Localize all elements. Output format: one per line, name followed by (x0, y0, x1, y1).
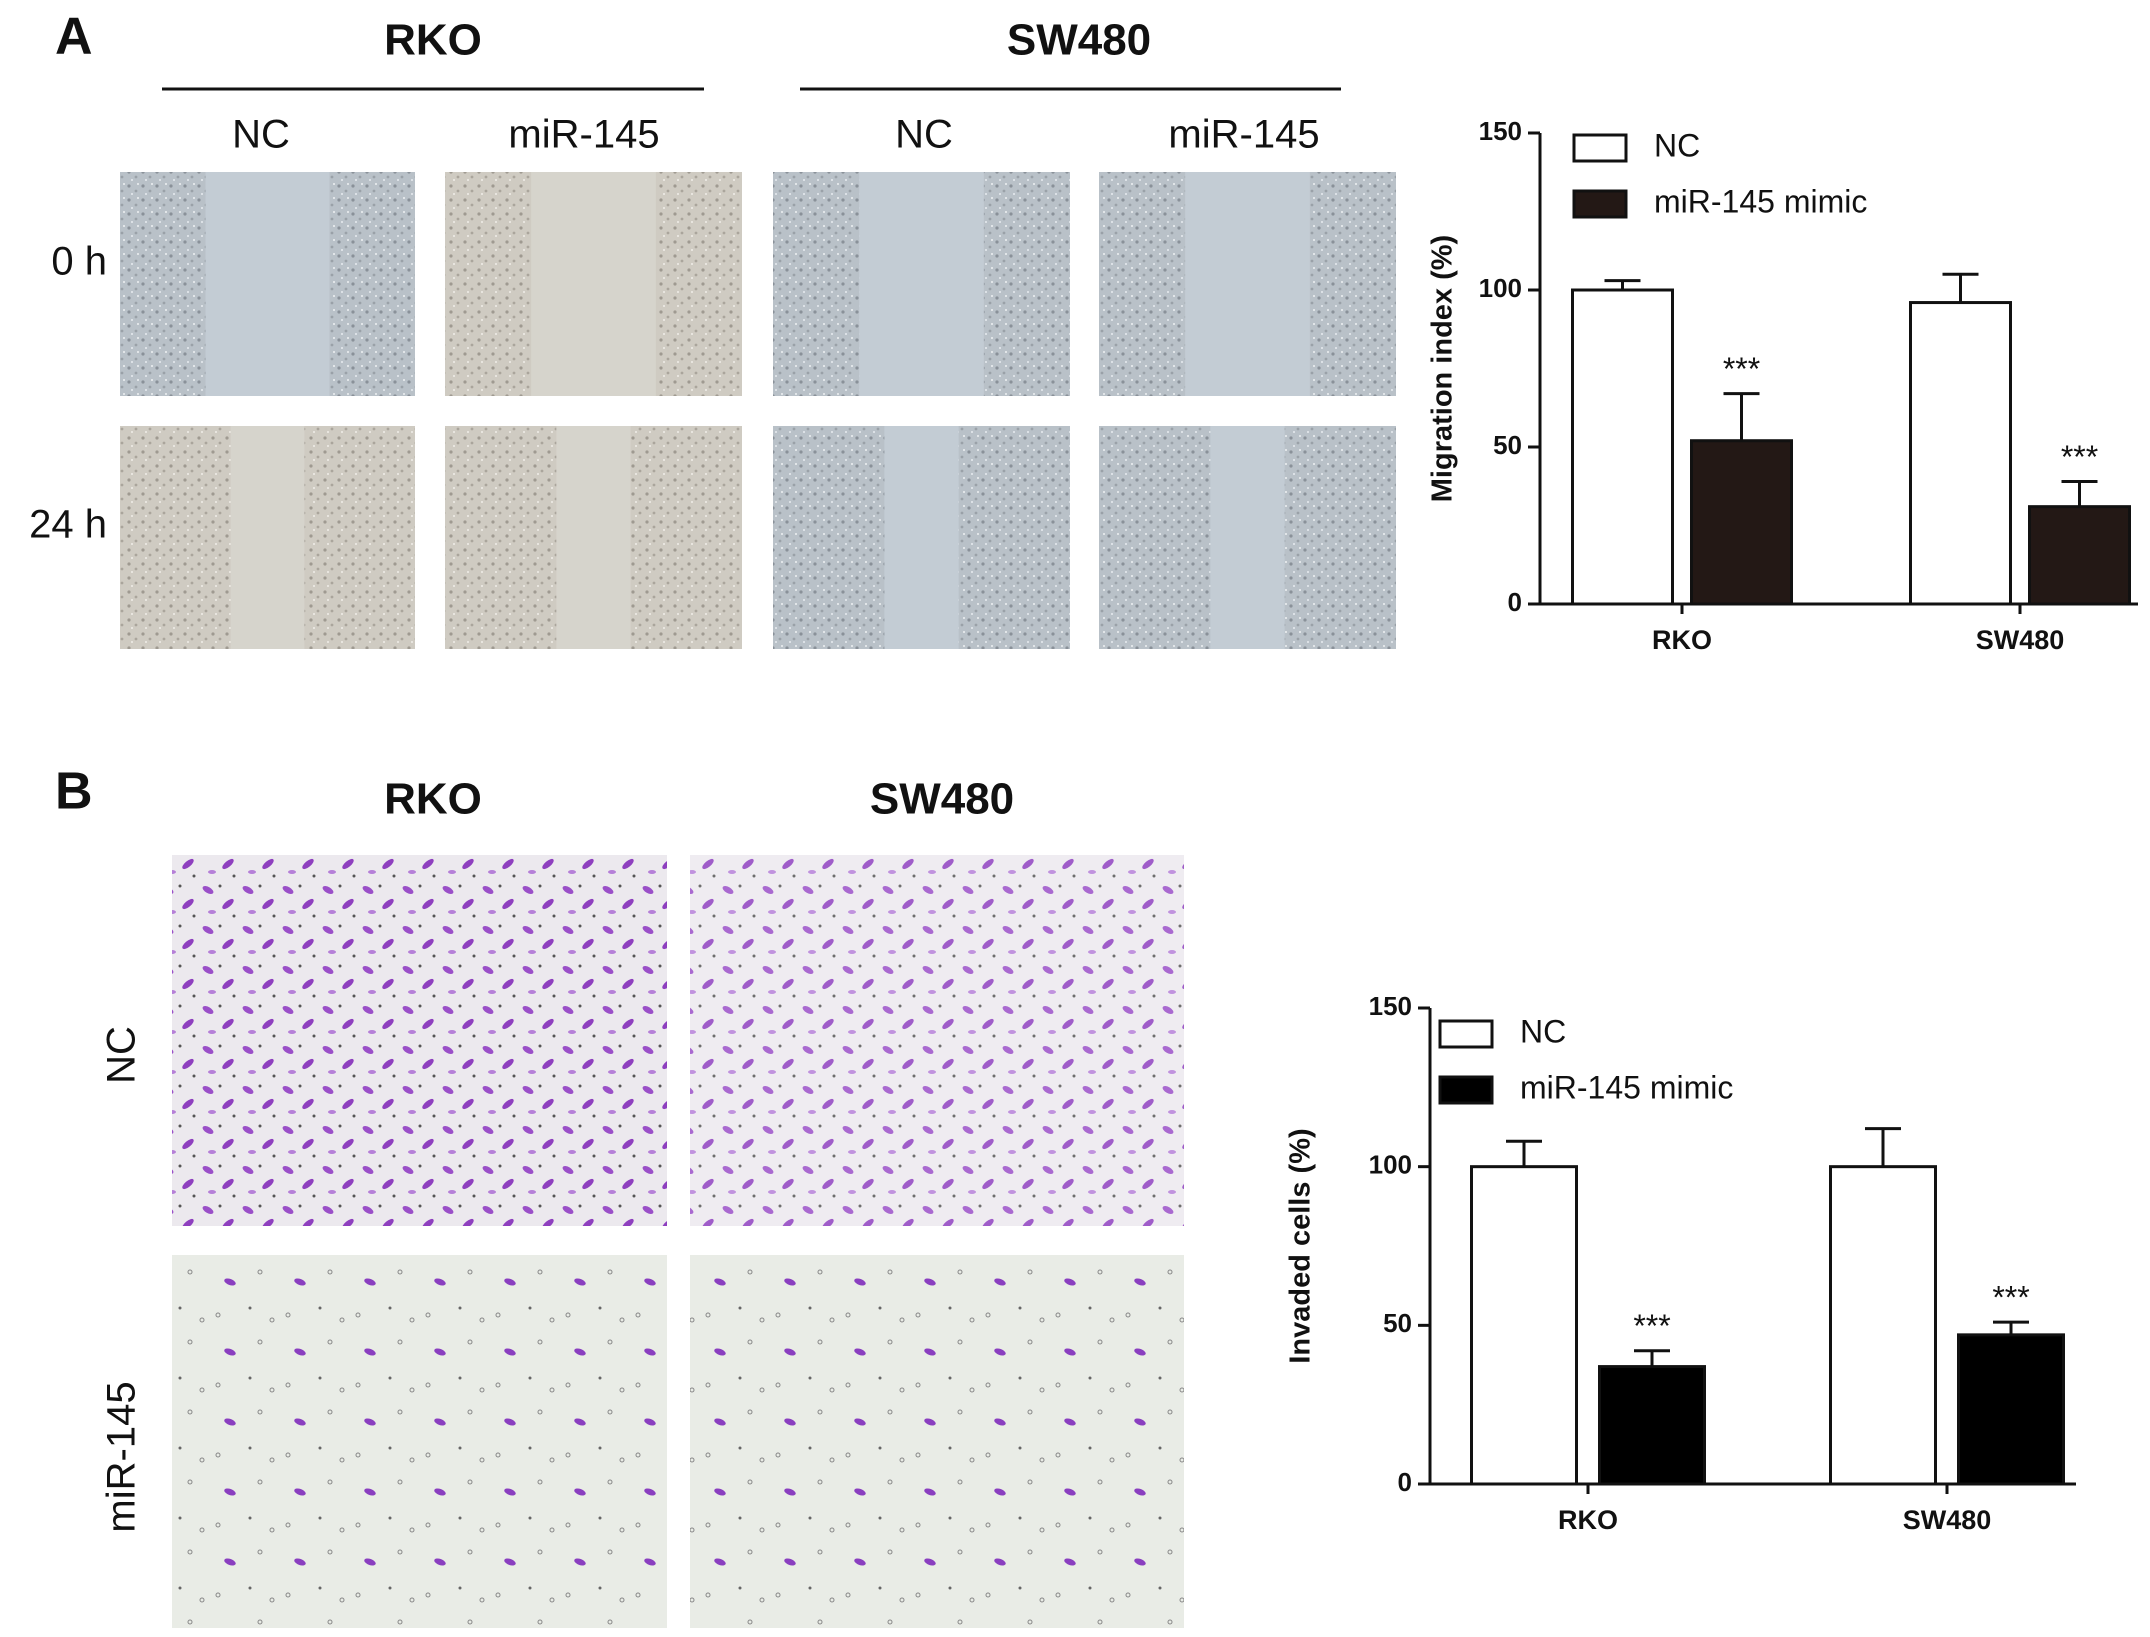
y-tick-label: 50 (1383, 1308, 1412, 1338)
x-tick-label: SW480 (1976, 625, 2065, 655)
x-tick-label: SW480 (1903, 1505, 1992, 1535)
cell-layer (445, 172, 532, 396)
cell-layer (630, 426, 742, 649)
condition-label: miR-145 (508, 113, 659, 157)
y-tick-label: 150 (1479, 116, 1522, 146)
cell-layer (1284, 426, 1396, 649)
row-label: NC (100, 1026, 144, 1084)
micrograph (172, 1255, 667, 1628)
legend-swatch (1572, 189, 1628, 219)
condition-label: NC (232, 113, 290, 157)
y-tick-label: 100 (1369, 1150, 1412, 1180)
micrograph (172, 855, 667, 1226)
significance: *** (2061, 439, 2098, 475)
panel-label: B (55, 763, 93, 821)
bar (1571, 288, 1674, 606)
condition-label: NC (895, 113, 953, 157)
y-axis-label: Migration index (%) (1427, 235, 1459, 502)
x-tick-label: RKO (1558, 1505, 1618, 1535)
bar (1690, 439, 1793, 606)
legend-label: NC (1654, 127, 1700, 163)
scratch-images (120, 172, 1396, 649)
cell-layer (329, 172, 415, 396)
legend-label: miR-145 mimic (1520, 1069, 1733, 1105)
column-header: RKO (384, 16, 482, 65)
bar (1470, 1165, 1578, 1486)
bar (1598, 1365, 1706, 1486)
cell-layer (773, 426, 885, 649)
micrograph (690, 855, 1184, 1226)
cell-layer (655, 172, 742, 396)
cell-layer (1099, 426, 1211, 649)
cell-layer (983, 172, 1070, 396)
y-tick-label: 100 (1479, 273, 1522, 303)
bar (1909, 301, 2012, 606)
cell-layer (1099, 172, 1186, 396)
legend-label: miR-145 mimic (1654, 183, 1867, 219)
cell-layer (773, 172, 860, 396)
legend-swatch (1572, 133, 1628, 163)
legend-label: NC (1520, 1013, 1566, 1049)
y-axis-label: Invaded cells (%) (1285, 1128, 1317, 1363)
y-tick-label: 50 (1493, 430, 1522, 460)
cell-layer (120, 426, 231, 649)
condition-label: miR-145 (1168, 113, 1319, 157)
cell-layer (304, 426, 415, 649)
micrograph (690, 1255, 1184, 1628)
panel-label: A (55, 8, 93, 66)
cell-layer (958, 426, 1070, 649)
bar (2028, 505, 2131, 606)
y-tick-label: 0 (1398, 1467, 1412, 1497)
column-header: SW480 (1007, 16, 1151, 65)
legend-swatch (1438, 1075, 1494, 1105)
significance: *** (1633, 1308, 1670, 1344)
y-tick-label: 150 (1369, 991, 1412, 1021)
significance: *** (1992, 1280, 2029, 1316)
x-tick-label: RKO (1652, 625, 1712, 655)
cell-layer (1309, 172, 1396, 396)
row-label: miR-145 (100, 1381, 144, 1532)
significance: *** (1723, 351, 1760, 387)
row-label: 0 h (51, 240, 107, 284)
bar (1829, 1165, 1937, 1486)
cell-layer (445, 426, 557, 649)
cell-layer (120, 172, 206, 396)
column-header: SW480 (870, 775, 1014, 824)
bar (1957, 1333, 2065, 1486)
row-label: 24 h (29, 503, 107, 547)
legend-swatch (1438, 1019, 1494, 1049)
y-tick-label: 0 (1508, 587, 1522, 617)
column-header: RKO (384, 775, 482, 824)
